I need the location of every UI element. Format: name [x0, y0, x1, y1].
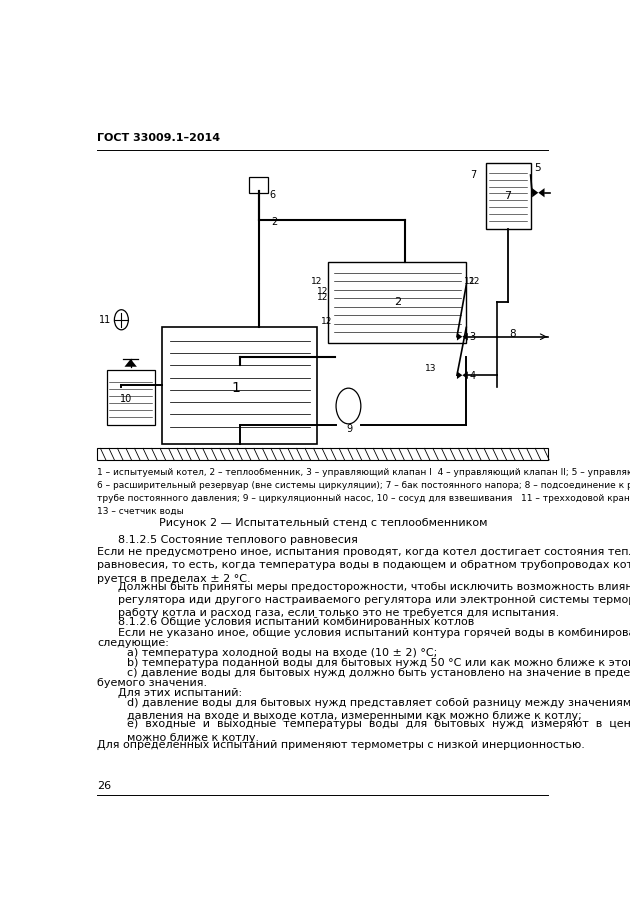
Text: 3: 3 — [469, 332, 476, 342]
Text: Рисунок 2 — Испытательный стенд с теплообменником: Рисунок 2 — Испытательный стенд с теплоо… — [159, 518, 487, 528]
Text: 10: 10 — [120, 394, 132, 404]
Polygon shape — [125, 359, 137, 367]
Text: 8.1.2.5 Состояние теплового равновесия: 8.1.2.5 Состояние теплового равновесия — [118, 535, 357, 545]
Text: ГОСТ 33009.1–2014: ГОСТ 33009.1–2014 — [98, 132, 220, 142]
Circle shape — [115, 310, 129, 330]
Text: Если не предусмотрено иное, испытания проводят, когда котел достигает состояния : Если не предусмотрено иное, испытания пр… — [98, 547, 630, 583]
Text: 12: 12 — [318, 293, 329, 302]
Text: 2: 2 — [394, 298, 401, 308]
Text: 9: 9 — [346, 424, 352, 434]
Text: 5: 5 — [534, 163, 541, 173]
Text: e)  входные  и  выходные  температуры  воды  для  бытовых  нужд  измеряют  в  це: e) входные и выходные температуры воды д… — [127, 719, 630, 743]
Text: 11: 11 — [99, 315, 111, 325]
Circle shape — [336, 388, 361, 424]
Text: c) давление воды для бытовых нужд должно быть установлено на значение в пределах: c) давление воды для бытовых нужд должно… — [127, 667, 630, 677]
Polygon shape — [532, 188, 538, 197]
Text: 6: 6 — [270, 191, 275, 201]
Text: Для определенных испытаний применяют термометры с низкой инерционностью.: Для определенных испытаний применяют тер… — [98, 740, 585, 750]
Text: d) давление воды для бытовых нужд представляет собой разницу между значениями ст: d) давление воды для бытовых нужд предст… — [127, 698, 630, 721]
Text: 8.1.2.6 Общие условия испытаний комбинированных котлов: 8.1.2.6 Общие условия испытаний комбинир… — [118, 617, 474, 627]
Bar — [486, 163, 530, 229]
Polygon shape — [538, 188, 544, 197]
Text: Для этих испытаний:: Для этих испытаний: — [118, 687, 242, 698]
Text: 13: 13 — [425, 363, 437, 373]
Text: 7: 7 — [470, 170, 476, 180]
Bar — [328, 262, 466, 343]
Text: Должны быть приняты меры предосторожности, чтобы исключить возможность влияния т: Должны быть приняты меры предосторожност… — [118, 582, 630, 618]
Text: 8: 8 — [509, 329, 515, 339]
Text: 12: 12 — [321, 318, 332, 327]
Bar — [163, 327, 318, 444]
Text: следующие:: следующие: — [98, 638, 169, 648]
Bar — [249, 177, 268, 193]
Text: 1: 1 — [232, 381, 241, 394]
Polygon shape — [462, 333, 468, 341]
Text: 12: 12 — [464, 278, 475, 287]
Text: 7: 7 — [505, 191, 512, 201]
Text: a) температура холодной воды на входе (10 ± 2) °С;: a) температура холодной воды на входе (1… — [127, 648, 437, 657]
Text: 4: 4 — [469, 371, 476, 381]
Polygon shape — [457, 333, 462, 341]
Polygon shape — [462, 372, 468, 379]
Text: 12: 12 — [318, 287, 329, 296]
Text: Если не указано иное, общие условия испытаний контура горячей воды в комбинирова: Если не указано иное, общие условия испы… — [118, 628, 630, 638]
Text: 2: 2 — [271, 217, 277, 227]
Text: буемого значения.: буемого значения. — [98, 677, 207, 687]
Polygon shape — [457, 372, 462, 379]
Text: 26: 26 — [98, 781, 112, 791]
Text: 1 – испытуемый котел, 2 – теплообменник, 3 – управляющий клапан I  4 – управляющ: 1 – испытуемый котел, 2 – теплообменник,… — [98, 468, 630, 516]
Text: 12: 12 — [469, 278, 480, 287]
Text: b) температура поданной воды для бытовых нужд 50 °С или как можно ближе к этому : b) температура поданной воды для бытовых… — [127, 657, 630, 667]
Text: 12: 12 — [311, 278, 323, 287]
Bar — [106, 370, 155, 425]
Bar — [98, 448, 548, 460]
